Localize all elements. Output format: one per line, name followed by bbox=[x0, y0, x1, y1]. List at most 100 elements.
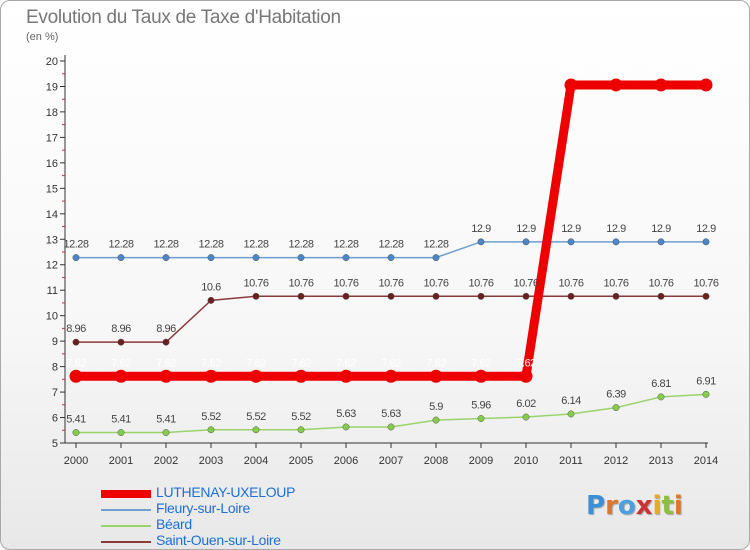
data-label: 10.76 bbox=[513, 277, 538, 289]
data-label: 19.06 bbox=[693, 66, 718, 78]
logo-letter: o bbox=[617, 491, 636, 521]
y-tick-label: 8 bbox=[52, 362, 58, 374]
data-point bbox=[162, 429, 170, 437]
data-label: 5.9 bbox=[429, 401, 443, 413]
data-label: 10.76 bbox=[378, 277, 403, 289]
data-label: 12.28 bbox=[333, 239, 358, 251]
data-label: 10.76 bbox=[558, 277, 583, 289]
y-tick-label: 11 bbox=[47, 285, 58, 297]
y-tick-label: 12 bbox=[46, 260, 58, 272]
y-tick-label: 15 bbox=[46, 183, 58, 195]
data-label: 19.06 bbox=[603, 66, 628, 78]
data-point bbox=[207, 426, 215, 434]
data-point bbox=[114, 369, 128, 383]
data-point bbox=[117, 254, 125, 262]
data-point bbox=[657, 393, 665, 401]
logo-letter: x bbox=[635, 491, 653, 521]
data-point bbox=[384, 369, 398, 383]
data-label: 12.9 bbox=[696, 223, 716, 235]
logo-letter: t bbox=[661, 491, 674, 521]
data-point bbox=[477, 415, 485, 423]
y-tick-label: 7 bbox=[52, 387, 58, 399]
data-point bbox=[657, 292, 665, 300]
data-label: 7.62 bbox=[381, 357, 401, 369]
data-label: 6.02 bbox=[516, 398, 536, 410]
data-point bbox=[564, 78, 578, 92]
legend-item: Béard bbox=[101, 516, 401, 534]
data-point bbox=[654, 78, 668, 92]
data-point bbox=[612, 238, 620, 246]
data-point bbox=[297, 292, 305, 300]
data-label: 6.39 bbox=[606, 389, 626, 401]
x-tick-label: 2014 bbox=[694, 455, 718, 467]
data-label: 7.62 bbox=[426, 357, 446, 369]
logo-letter: i bbox=[652, 491, 662, 521]
data-point bbox=[162, 254, 170, 262]
y-tick-label: 13 bbox=[46, 234, 58, 246]
x-tick-label: 2001 bbox=[109, 455, 133, 467]
data-label: 5.52 bbox=[201, 411, 221, 423]
data-point bbox=[387, 292, 395, 300]
data-point bbox=[522, 413, 530, 421]
data-label: 6.91 bbox=[696, 375, 716, 387]
y-tick-label: 20 bbox=[46, 56, 58, 68]
data-point bbox=[249, 369, 263, 383]
data-point bbox=[477, 292, 485, 300]
data-label: 12.28 bbox=[423, 239, 448, 251]
data-point bbox=[474, 369, 488, 383]
data-point bbox=[69, 369, 83, 383]
y-tick-label: 14 bbox=[46, 209, 58, 221]
chart-legend: LUTHENAY-UXELOUP Fleury-sur-Loire Béard Sai… bbox=[101, 484, 401, 549]
data-label: 6.14 bbox=[561, 395, 581, 407]
data-point bbox=[204, 369, 218, 383]
data-label: 7.62 bbox=[201, 357, 221, 369]
legend-swatch bbox=[101, 541, 151, 543]
logo-letter: i bbox=[673, 491, 683, 521]
data-label: 12.9 bbox=[471, 223, 491, 235]
data-point bbox=[342, 423, 350, 431]
data-point bbox=[432, 254, 440, 262]
data-label: 12.28 bbox=[198, 239, 223, 251]
data-point bbox=[387, 423, 395, 431]
data-point bbox=[294, 369, 308, 383]
data-point bbox=[207, 296, 215, 304]
data-point bbox=[657, 238, 665, 246]
y-tick-label: 9 bbox=[52, 336, 58, 348]
x-tick-label: 2011 bbox=[559, 455, 583, 467]
data-label: 5.63 bbox=[381, 408, 401, 420]
x-tick-label: 2007 bbox=[379, 455, 403, 467]
data-point bbox=[432, 416, 440, 424]
data-label: 12.28 bbox=[153, 239, 178, 251]
legend-item: LUTHENAY-UXELOUP bbox=[101, 484, 401, 502]
data-label: 5.52 bbox=[246, 411, 266, 423]
data-point bbox=[522, 238, 530, 246]
data-point bbox=[567, 292, 575, 300]
data-point bbox=[117, 429, 125, 437]
series-line bbox=[75, 295, 707, 343]
data-point bbox=[117, 338, 125, 346]
x-tick-label: 2009 bbox=[469, 455, 493, 467]
data-label: 8.96 bbox=[66, 323, 86, 335]
x-tick-label: 2002 bbox=[154, 455, 178, 467]
data-label: 7.62 bbox=[246, 357, 266, 369]
x-tick-label: 2003 bbox=[199, 455, 223, 467]
chart-subtitle: (en %) bbox=[26, 31, 59, 43]
data-label: 5.41 bbox=[111, 414, 131, 426]
data-point bbox=[612, 292, 620, 300]
data-label: 5.41 bbox=[156, 414, 176, 426]
data-label: 10.76 bbox=[243, 277, 268, 289]
data-label: 5.96 bbox=[471, 400, 491, 412]
x-tick-label: 2012 bbox=[604, 455, 628, 467]
data-label: 7.62 bbox=[471, 357, 491, 369]
data-label: 12.9 bbox=[561, 223, 581, 235]
data-label: 19.06 bbox=[558, 66, 583, 78]
data-label: 6.81 bbox=[651, 378, 671, 390]
x-tick-label: 2005 bbox=[289, 455, 313, 467]
legend-swatch bbox=[101, 525, 151, 527]
data-label: 12.28 bbox=[108, 239, 133, 251]
data-point bbox=[567, 410, 575, 418]
data-label: 7.62 bbox=[66, 357, 86, 369]
data-label: 5.52 bbox=[291, 411, 311, 423]
y-tick-label: 6 bbox=[52, 413, 58, 425]
